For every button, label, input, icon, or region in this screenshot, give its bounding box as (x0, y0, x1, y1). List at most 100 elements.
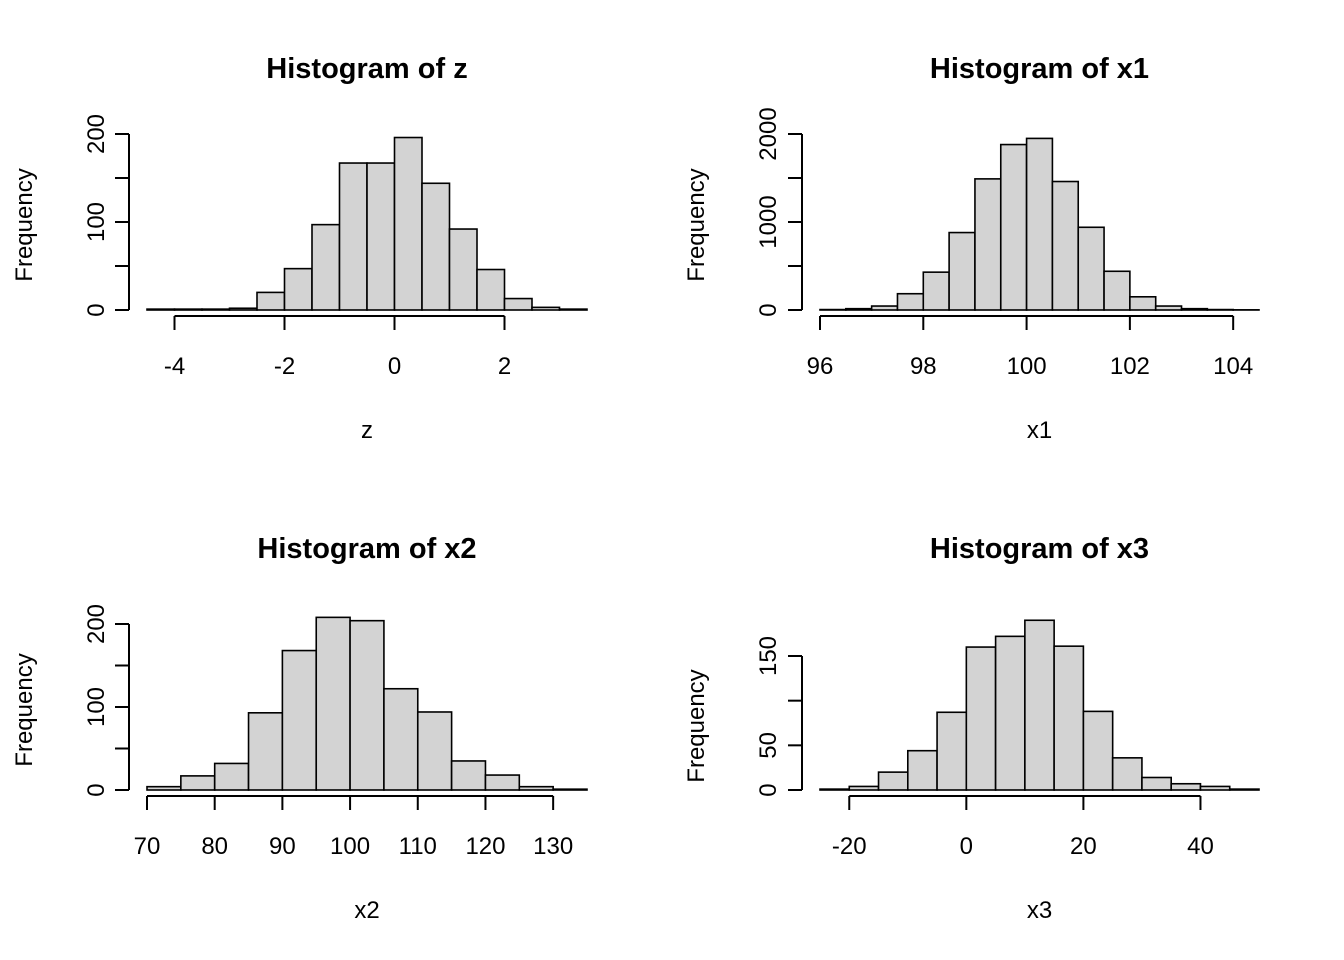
histogram-bar (848, 785, 880, 791)
histogram-bar (484, 774, 521, 791)
histogram-bar (531, 306, 561, 311)
histogram-bar (994, 635, 1026, 791)
histogram-bar (1141, 776, 1173, 791)
histogram-bar (906, 749, 938, 791)
histogram-bar (1154, 305, 1183, 311)
x-tick-label: 90 (269, 833, 296, 860)
histogram-bar (476, 268, 506, 311)
histogram-bar (393, 136, 423, 311)
histogram-bar (1051, 180, 1080, 311)
y-axis-label: Frequency (683, 669, 710, 782)
y-axis-label: Frequency (11, 653, 38, 766)
histogram-bar (416, 711, 453, 791)
histogram-bar (338, 162, 368, 311)
histogram-bar (1053, 645, 1085, 791)
chart-title: Histogram of x3 (930, 533, 1149, 565)
histogram-bar (315, 616, 351, 791)
x-tick-label: 120 (465, 833, 505, 860)
histogram-bar (965, 646, 997, 791)
y-axis-label: Frequency (683, 168, 710, 281)
x-tick-label: 100 (330, 833, 370, 860)
histogram-bar (383, 687, 419, 791)
histogram-bar (1024, 619, 1055, 791)
x-tick-label: 20 (1070, 833, 1097, 860)
histogram-bar (948, 231, 976, 311)
y-tick-label: 50 (755, 732, 782, 759)
histogram-bar (896, 292, 925, 311)
y-tick-label: 100 (83, 687, 110, 727)
histogram-bar (922, 271, 950, 311)
histogram-bar (201, 308, 231, 311)
x-tick-label: -2 (274, 353, 295, 380)
histogram-bar (518, 785, 554, 791)
y-tick-label: 1000 (755, 195, 782, 248)
y-tick-label: 200 (83, 114, 110, 154)
x-axis-label: x2 (354, 897, 379, 924)
histogram-panel-4: Histogram of x3 -20 0 20 40 0 50 150 x3 Frequency (683, 533, 1260, 924)
histogram-bar (228, 307, 258, 311)
x-tick-label: 130 (533, 833, 573, 860)
histogram-bar (213, 762, 250, 791)
x-tick-label: -20 (832, 833, 867, 860)
y-tick-label: 0 (83, 783, 110, 796)
x-tick-label: 110 (399, 833, 437, 860)
y-tick-label: 0 (755, 303, 782, 316)
histogram-bar (1199, 785, 1231, 791)
histogram-bar (974, 178, 1002, 311)
histogram-bar (1082, 710, 1114, 791)
histogram-bar (349, 619, 385, 791)
histogram-bar (450, 760, 487, 791)
x-tick-label: 40 (1187, 833, 1214, 860)
histogram-bar (366, 162, 396, 311)
histogram-bar (1025, 137, 1054, 311)
histogram-bar (146, 308, 176, 311)
histogram-bar (281, 649, 318, 791)
histogram-bar (1129, 295, 1157, 311)
x-tick-label: 0 (388, 353, 401, 380)
histogram-bar (999, 143, 1028, 311)
histogram-bar (1077, 226, 1105, 311)
histogram-bar (1111, 757, 1143, 791)
histogram-bar (448, 228, 478, 311)
histogram-bar (936, 711, 968, 791)
x-tick-label: 104 (1213, 353, 1253, 380)
histogram-bar (552, 788, 588, 791)
x-tick-label: 96 (807, 353, 834, 380)
y-tick-label: 200 (83, 604, 110, 644)
histogram-bar (256, 291, 286, 311)
y-tick-label: 0 (755, 783, 782, 796)
chart-title: Histogram of z (266, 53, 467, 85)
x-tick-label: 100 (1007, 353, 1047, 380)
x-tick-label: 0 (960, 833, 973, 860)
x-tick-label: 2 (498, 353, 511, 380)
y-tick-label: 100 (83, 202, 110, 242)
y-tick-label: 2000 (755, 107, 782, 160)
histogram-bar (173, 308, 203, 311)
x-axis-label: x3 (1027, 897, 1052, 924)
x-axis-label: x1 (1027, 417, 1052, 444)
histogram-bar (1170, 782, 1202, 791)
histogram-bar (845, 307, 873, 311)
histogram-bar (311, 223, 341, 311)
x-tick-label: 70 (134, 833, 161, 860)
histogram-bar (819, 788, 851, 791)
chart-title: Histogram of x1 (930, 53, 1149, 85)
histogram-bar (1228, 788, 1260, 791)
x-tick-label: 98 (910, 353, 937, 380)
histogram-panel-3: Histogram of x2 70 80 90 100 110 120 130 0 100 200… (11, 533, 588, 924)
histogram-panel-2: Histogram of x1 96 98 100 102 104 0 1000 2000 x1 F… (683, 53, 1260, 444)
y-axis-label: Frequency (11, 168, 38, 281)
histogram-bar (558, 308, 588, 311)
histogram-bar (180, 775, 216, 791)
y-tick-label: 150 (755, 636, 782, 676)
histogram-bar (283, 267, 313, 311)
x-tick-label: -4 (164, 353, 185, 380)
histogram-bar (877, 771, 909, 791)
x-tick-label: 102 (1110, 353, 1150, 380)
histogram-bar (421, 182, 451, 311)
histogram-bar (146, 785, 182, 791)
chart-title: Histogram of x2 (257, 533, 476, 565)
y-tick-label: 0 (83, 303, 110, 316)
histogram-bar (247, 712, 284, 791)
